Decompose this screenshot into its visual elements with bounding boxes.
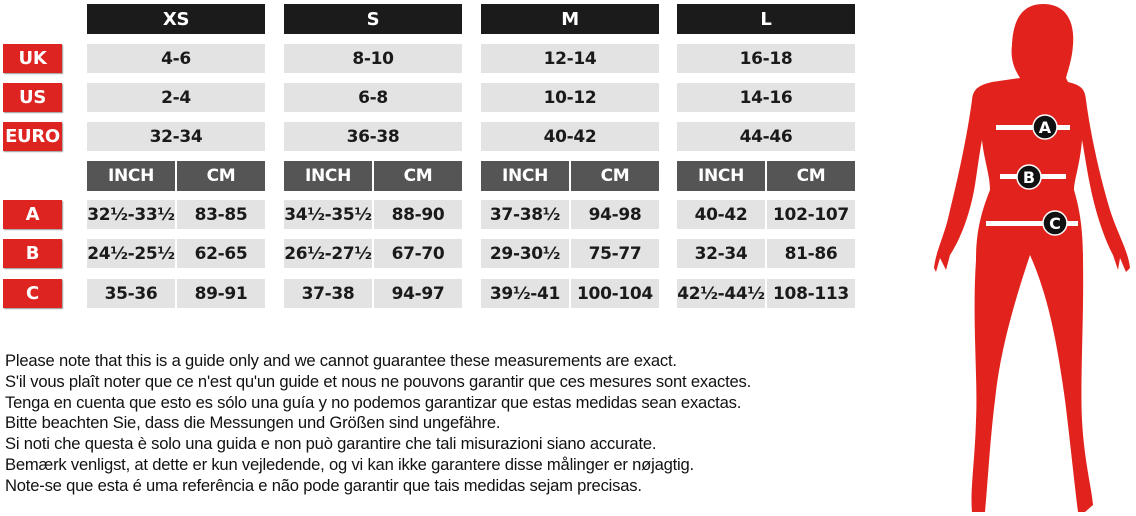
- unit-inch-header: INCH: [481, 161, 569, 191]
- measure-b-inch: 29-30½: [481, 239, 569, 268]
- measure-c-inch: 42½-44½: [677, 279, 765, 308]
- measure-b-inch: 26½-27½: [284, 239, 372, 268]
- measure-b-cm: 62-65: [177, 239, 265, 268]
- unit-cm-header: CM: [767, 161, 855, 191]
- measure-c-inch: 39½-41: [481, 279, 569, 308]
- size-uk-cell: 8-10: [284, 44, 462, 73]
- size-euro-cell: 44-46: [677, 122, 855, 151]
- measure-a-inch: 32½-33½: [87, 200, 175, 229]
- row-label-uk: UK: [3, 44, 62, 73]
- row-label-b: B: [3, 239, 62, 268]
- svg-text:A: A: [1039, 118, 1052, 137]
- unit-inch-header: INCH: [284, 161, 372, 191]
- measure-b-cm: 67-70: [374, 239, 462, 268]
- measure-a-cm: 102-107: [767, 200, 855, 229]
- measure-a-inch: 34½-35½: [284, 200, 372, 229]
- row-label-euro: EURO: [3, 122, 62, 151]
- note-pt: Note-se que esta é uma referência e não …: [5, 475, 642, 495]
- size-us-cell: 10-12: [481, 83, 659, 112]
- size-header: M: [481, 4, 659, 34]
- measure-a-cm: 83-85: [177, 200, 265, 229]
- note-fr: S'il vous plaît noter que ce n'est qu'un…: [5, 371, 752, 391]
- unit-inch-header: INCH: [87, 161, 175, 191]
- svg-text:B: B: [1023, 168, 1035, 187]
- measure-line-c: [986, 221, 1078, 226]
- note-da: Bemærk venligst, at dette er kun vejlede…: [5, 454, 694, 474]
- measure-a-cm: 88-90: [374, 200, 462, 229]
- size-us-cell: 2-4: [87, 83, 265, 112]
- size-header: XS: [87, 4, 265, 34]
- size-uk-cell: 4-6: [87, 44, 265, 73]
- size-euro-cell: 32-34: [87, 122, 265, 151]
- measure-c-cm: 100-104: [571, 279, 659, 308]
- unit-inch-header: INCH: [677, 161, 765, 191]
- size-header: S: [284, 4, 462, 34]
- unit-cm-header: CM: [177, 161, 265, 191]
- measure-a-inch: 37-38½: [481, 200, 569, 229]
- size-uk-cell: 16-18: [677, 44, 855, 73]
- size-us-cell: 14-16: [677, 83, 855, 112]
- note-it: Si noti che questa è solo una guida e no…: [5, 434, 657, 454]
- size-uk-cell: 12-14: [481, 44, 659, 73]
- silhouette-icon: [934, 4, 1130, 512]
- measure-c-inch: 37-38: [284, 279, 372, 308]
- measure-c-cm: 108-113: [767, 279, 855, 308]
- note-de: Bitte beachten Sie, dass die Messungen u…: [5, 413, 501, 433]
- measure-b-cm: 81-86: [767, 239, 855, 268]
- measure-c-inch: 35-36: [87, 279, 175, 308]
- size-header: L: [677, 4, 855, 34]
- row-label-us: US: [3, 83, 62, 112]
- unit-cm-header: CM: [374, 161, 462, 191]
- size-us-cell: 6-8: [284, 83, 462, 112]
- unit-cm-header: CM: [571, 161, 659, 191]
- note-en: Please note that this is a guide only an…: [5, 351, 677, 370]
- measure-c-cm: 89-91: [177, 279, 265, 308]
- disclaimer-notes: Please note that this is a guide only an…: [5, 351, 751, 497]
- marker-b: B: [1016, 164, 1042, 190]
- row-label-a: A: [3, 200, 62, 229]
- marker-c: C: [1042, 210, 1068, 236]
- marker-a: A: [1032, 114, 1058, 140]
- size-euro-cell: 36-38: [284, 122, 462, 151]
- size-euro-cell: 40-42: [481, 122, 659, 151]
- svg-text:C: C: [1049, 214, 1061, 233]
- measure-b-inch: 32-34: [677, 239, 765, 268]
- measure-a-cm: 94-98: [571, 200, 659, 229]
- measure-a-inch: 40-42: [677, 200, 765, 229]
- measure-c-cm: 94-97: [374, 279, 462, 308]
- note-es: Tenga en cuenta que esto es sólo una guí…: [5, 392, 742, 412]
- row-label-c: C: [3, 279, 62, 308]
- measure-b-inch: 24½-25½: [87, 239, 175, 268]
- measure-b-cm: 75-77: [571, 239, 659, 268]
